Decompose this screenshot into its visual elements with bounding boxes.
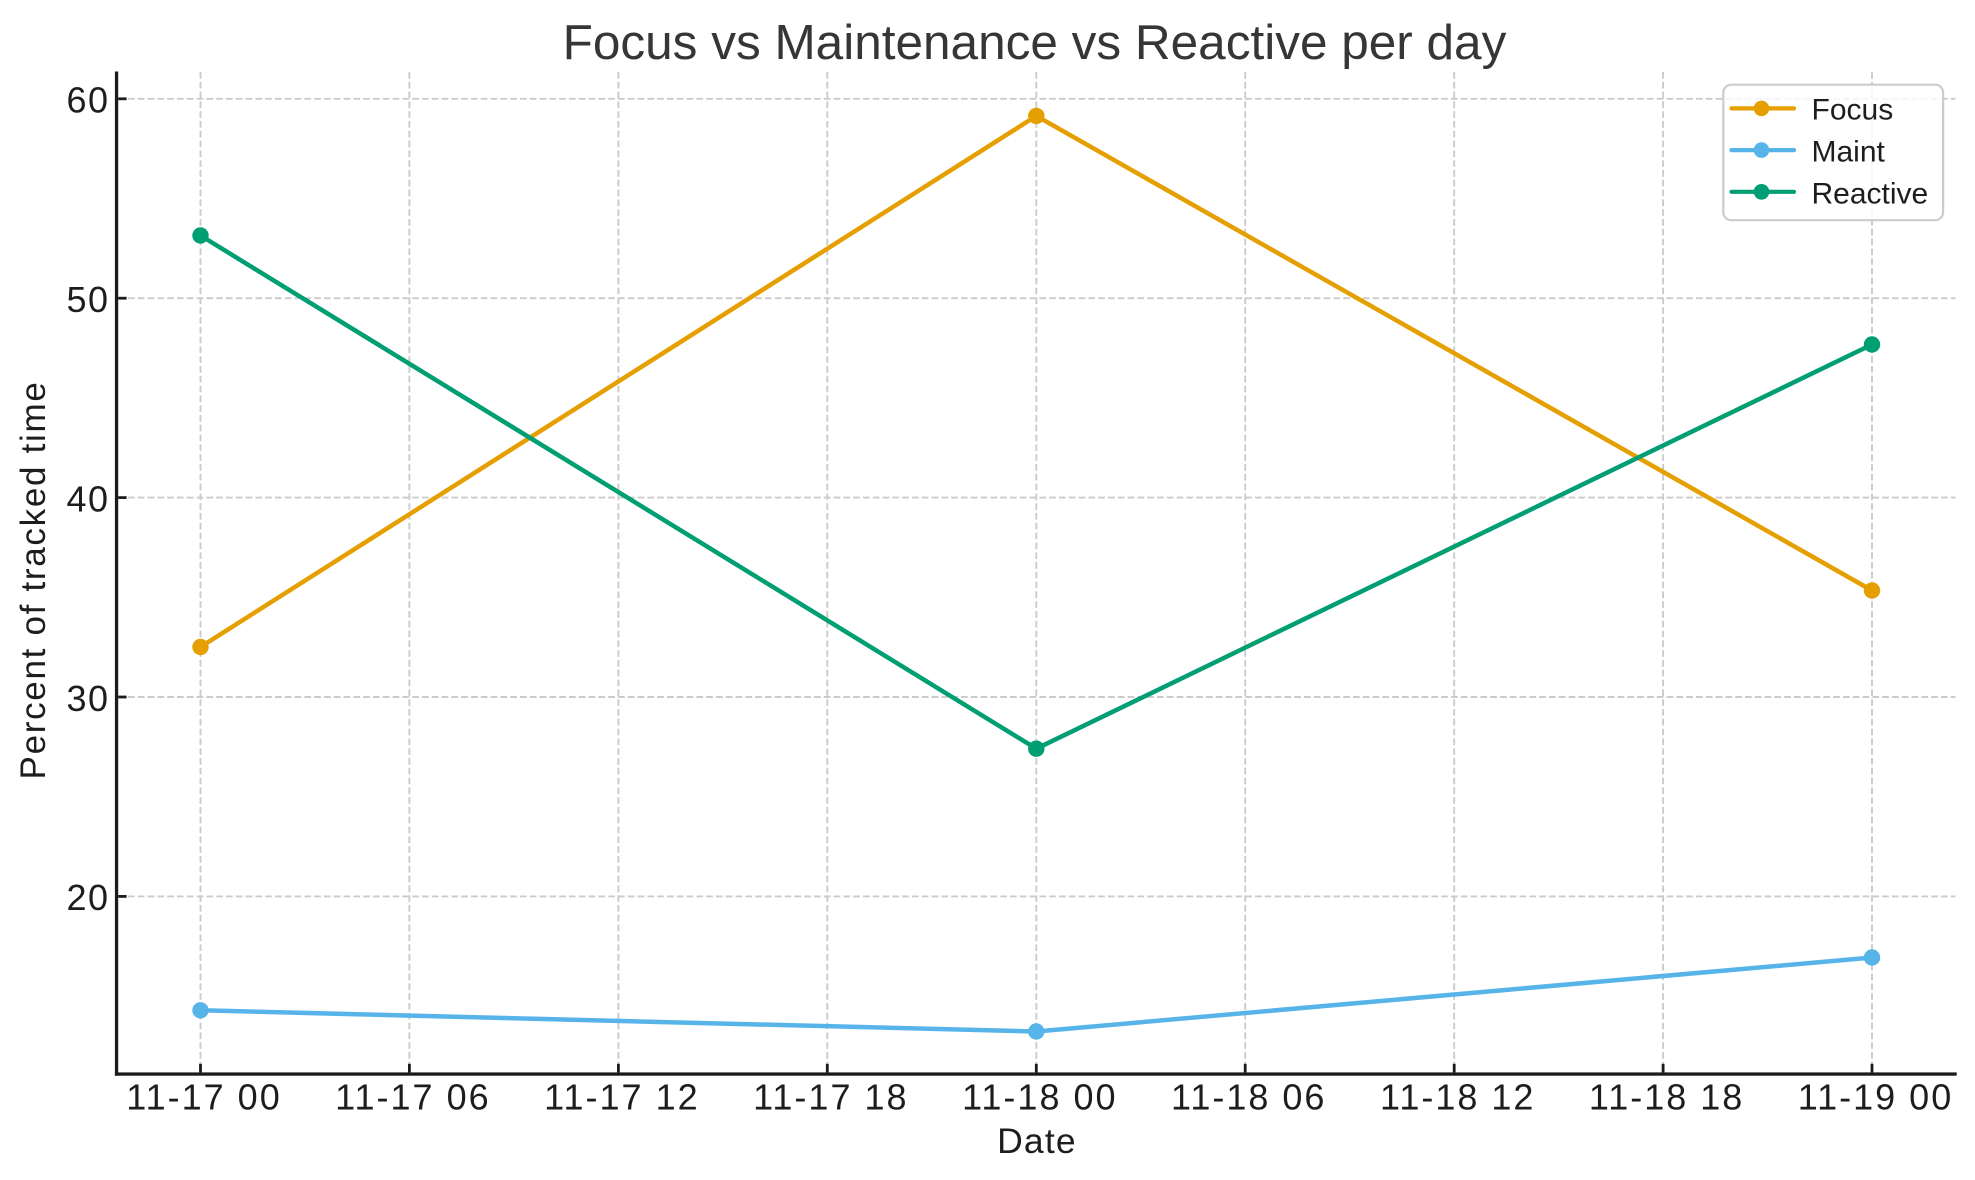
svg-text:11-18 06: 11-18 06 (1171, 1077, 1326, 1118)
svg-text:40: 40 (66, 478, 109, 519)
svg-text:Reactive: Reactive (1812, 178, 1929, 211)
svg-text:11-17 12: 11-17 12 (544, 1077, 699, 1118)
svg-text:11-18 12: 11-18 12 (1380, 1077, 1535, 1118)
svg-text:60: 60 (66, 80, 109, 121)
svg-text:Date: Date (997, 1121, 1077, 1161)
svg-text:11-18 18: 11-18 18 (1589, 1077, 1744, 1118)
svg-text:11-19 00: 11-19 00 (1798, 1077, 1953, 1118)
svg-text:30: 30 (66, 678, 109, 719)
svg-text:11-17 18: 11-17 18 (753, 1077, 908, 1118)
svg-text:Focus: Focus (1812, 94, 1894, 127)
svg-text:Focus vs Maintenance vs Reacti: Focus vs Maintenance vs Reactive per day (563, 15, 1507, 70)
svg-text:Percent of tracked time: Percent of tracked time (14, 381, 53, 780)
svg-text:11-17 00: 11-17 00 (126, 1077, 281, 1118)
svg-text:11-17 06: 11-17 06 (335, 1077, 490, 1118)
svg-text:50: 50 (66, 279, 109, 320)
svg-text:11-18 00: 11-18 00 (962, 1077, 1117, 1118)
svg-text:20: 20 (66, 877, 109, 918)
svg-text:Maint: Maint (1812, 136, 1886, 169)
